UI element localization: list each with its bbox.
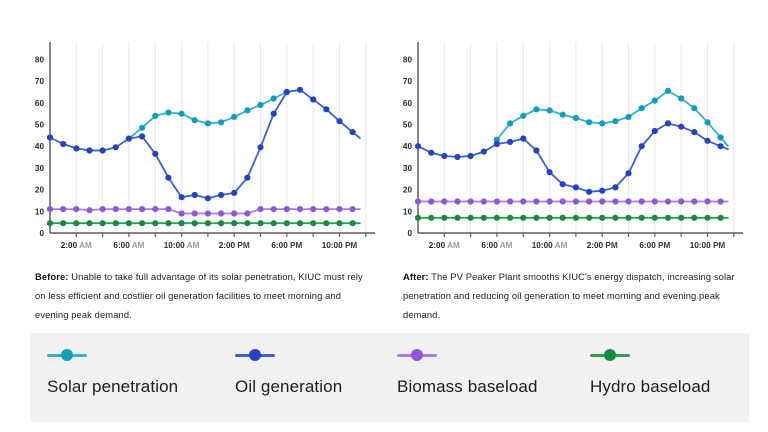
x-axis-labels: 2:00 AM 6:00 AM 10:00 AM 2:00 PM 6:00 PM 10:0… xyxy=(61,241,358,250)
svg-text:20: 20 xyxy=(35,186,45,195)
gridlines xyxy=(75,42,367,233)
legend-label-solar: Solar penetration xyxy=(47,377,179,396)
series-biomass-baseload xyxy=(46,206,361,217)
svg-text:0: 0 xyxy=(407,229,412,238)
after-caption-label: After: xyxy=(403,271,429,282)
svg-text:0: 0 xyxy=(39,229,44,238)
legend-marker-solar xyxy=(47,349,87,361)
svg-text:50: 50 xyxy=(403,121,413,130)
svg-text:10:00 AM: 10:00 AM xyxy=(532,241,568,250)
legend-marker-oil xyxy=(235,349,275,361)
before-caption: Before: Unable to take full advantage of… xyxy=(35,267,371,324)
legend-item-solar-penetration: Solar penetration xyxy=(47,347,178,397)
legend-item-biomass-baseload: Biomass baseload xyxy=(397,347,538,397)
legend-dot-icon xyxy=(61,349,73,361)
series-oil-generation xyxy=(46,86,361,202)
svg-text:80: 80 xyxy=(403,55,413,64)
svg-text:2:00 PM: 2:00 PM xyxy=(587,241,618,250)
legend-dot-icon xyxy=(411,349,423,361)
svg-text:10:00 PM: 10:00 PM xyxy=(322,241,358,250)
svg-text:10: 10 xyxy=(35,207,45,216)
series-solar-penetration xyxy=(125,88,290,142)
svg-text:40: 40 xyxy=(35,142,45,151)
svg-text:6:00 PM: 6:00 PM xyxy=(639,241,670,250)
before-caption-text: Unable to take full advantage of its sol… xyxy=(35,271,363,320)
svg-text:40: 40 xyxy=(403,142,413,151)
legend-dot-icon xyxy=(249,349,261,361)
svg-text:2:00 AM: 2:00 AM xyxy=(61,241,92,250)
svg-text:30: 30 xyxy=(403,164,413,173)
svg-text:10: 10 xyxy=(403,207,413,216)
svg-text:2:00 PM: 2:00 PM xyxy=(219,241,250,250)
svg-text:70: 70 xyxy=(403,77,413,86)
legend-item-hydro-baseload: Hydro baseload xyxy=(590,347,710,397)
after-caption-text: The PV Peaker Plant smooths KIUC's energ… xyxy=(403,271,735,320)
legend-label-oil: Oil generation xyxy=(235,377,343,396)
legend-label-biomass: Biomass baseload xyxy=(397,377,538,396)
svg-text:20: 20 xyxy=(403,186,413,195)
svg-text:10:00 PM: 10:00 PM xyxy=(690,241,726,250)
axes xyxy=(417,42,743,237)
y-axis-labels: 0 10 20 30 40 50 60 70 80 xyxy=(35,55,45,238)
series-oil-generation xyxy=(414,120,729,195)
y-axis-labels: 0 10 20 30 40 50 60 70 80 xyxy=(403,55,413,238)
svg-text:6:00 AM: 6:00 AM xyxy=(113,241,144,250)
legend-marker-biomass xyxy=(397,349,437,361)
before-caption-label: Before: xyxy=(35,271,69,282)
legend-dot-icon xyxy=(604,349,616,361)
x-axis-labels: 2:00 AM 6:00 AM 10:00 AM 2:00 PM 6:00 PM 10:0… xyxy=(429,241,726,250)
svg-text:30: 30 xyxy=(35,164,45,173)
series-hydro-baseload xyxy=(46,220,361,227)
before-chart-panel: 0 10 20 30 40 50 60 70 80 2:00 AM 6:00 AM 10:00 AM 2… xyxy=(26,30,378,324)
svg-text:80: 80 xyxy=(35,55,45,64)
legend-marker-hydro xyxy=(590,349,630,361)
series-solar-penetration xyxy=(493,87,729,147)
svg-text:6:00 PM: 6:00 PM xyxy=(271,241,302,250)
svg-text:70: 70 xyxy=(35,77,45,86)
svg-text:50: 50 xyxy=(35,121,45,130)
svg-text:10:00 AM: 10:00 AM xyxy=(164,241,200,250)
series-biomass-baseload xyxy=(414,198,729,205)
svg-text:60: 60 xyxy=(35,99,45,108)
legend-item-oil-generation: Oil generation xyxy=(235,347,342,397)
svg-text:60: 60 xyxy=(403,99,413,108)
series-hydro-baseload xyxy=(414,214,729,221)
legend-label-hydro: Hydro baseload xyxy=(590,377,711,396)
svg-text:6:00 AM: 6:00 AM xyxy=(481,241,512,250)
after-chart-panel: 0 10 20 30 40 50 60 70 80 2:00 AM 6:00 AM 10:00 AM 2… xyxy=(394,30,746,324)
svg-text:2:00 AM: 2:00 AM xyxy=(429,241,460,250)
after-caption: After: The PV Peaker Plant smooths KIUC'… xyxy=(403,267,739,324)
chart-legend: Solar penetration Oil generation Biomass… xyxy=(30,333,749,422)
